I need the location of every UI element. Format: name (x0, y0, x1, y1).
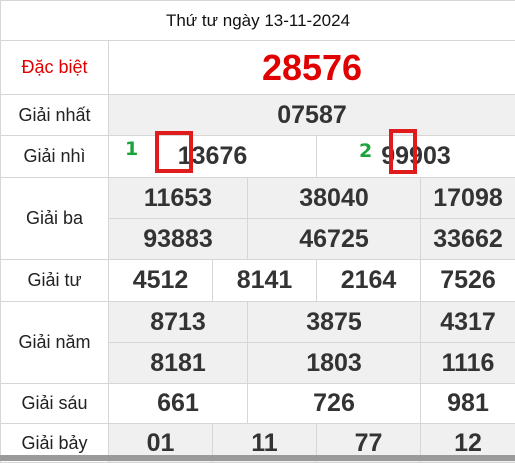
fifth-number-3: 4317 (421, 302, 515, 343)
prize-row-fifth-a: Giải năm 8713 3875 4317 (1, 302, 515, 343)
third-number-1: 11653 (109, 178, 248, 219)
highlight-box-2 (389, 129, 417, 174)
fifth-number-2: 3875 (248, 302, 421, 343)
prize-row-second: Giải nhì 13676 99903 (1, 136, 515, 178)
sixth-number-2: 726 (248, 384, 421, 424)
fifth-number-4: 8181 (109, 343, 248, 384)
fifth-number-5: 1803 (248, 343, 421, 384)
special-number: 28576 (109, 41, 515, 95)
fourth-number-2: 8141 (213, 260, 317, 302)
annotation-number-2: 2 (359, 140, 372, 162)
sixth-number-3: 981 (421, 384, 515, 424)
third-number-3: 17098 (421, 178, 515, 219)
prize-row-sixth: Giải sáu 661 726 981 (1, 384, 515, 424)
prize-row-special: Đặc biệt 28576 (1, 41, 515, 95)
prize-label-special: Đặc biệt (1, 41, 109, 95)
prize-label-second: Giải nhì (1, 136, 109, 178)
prize-row-third-a: Giải ba 11653 38040 17098 (1, 178, 515, 219)
prize-row-fourth: Giải tư 4512 8141 2164 7526 (1, 260, 515, 302)
date-row: Thứ tư ngày 13-11-2024 (1, 1, 515, 41)
prize-label-sixth: Giải sáu (1, 384, 109, 424)
annotation-number-1: 1 (125, 138, 138, 160)
draw-date: Thứ tư ngày 13-11-2024 (1, 1, 515, 41)
third-number-2: 38040 (248, 178, 421, 219)
fourth-number-4: 7526 (421, 260, 515, 302)
prize-label-first: Giải nhất (1, 95, 109, 136)
third-number-5: 46725 (248, 219, 421, 260)
bottom-divider (0, 455, 515, 461)
sixth-number-1: 661 (109, 384, 248, 424)
prize-row-first: Giải nhất 07587 (1, 95, 515, 136)
first-number: 07587 (109, 95, 515, 136)
prize-label-fifth: Giải năm (1, 302, 109, 384)
fifth-number-1: 8713 (109, 302, 248, 343)
fourth-number-1: 4512 (109, 260, 213, 302)
fourth-number-3: 2164 (317, 260, 421, 302)
highlight-box-1 (155, 131, 193, 173)
prize-label-third: Giải ba (1, 178, 109, 260)
third-number-6: 33662 (421, 219, 515, 260)
fifth-number-6: 1116 (421, 343, 515, 384)
third-number-4: 93883 (109, 219, 248, 260)
prize-label-fourth: Giải tư (1, 260, 109, 302)
second-number-1: 13676 (109, 136, 317, 178)
